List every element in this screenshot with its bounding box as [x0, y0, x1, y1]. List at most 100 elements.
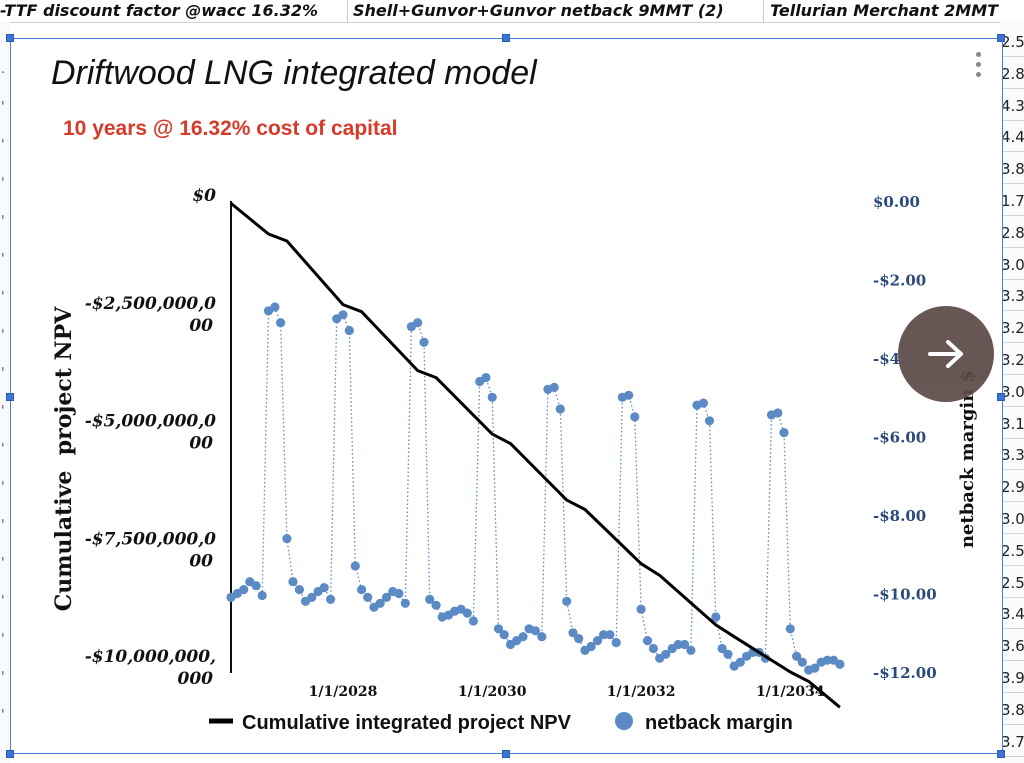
cell-value[interactable]: ' [1, 442, 5, 457]
row-divider [1000, 405, 1024, 407]
cell-value[interactable]: 3.9 [1001, 669, 1024, 687]
netback-point [611, 638, 621, 648]
resize-handle-top[interactable] [502, 34, 510, 42]
netback-point [294, 585, 304, 595]
y-axis-right-title: netback margin $ [957, 370, 978, 548]
resize-handle-left[interactable] [6, 393, 14, 401]
cell-value[interactable]: 2.8 [1001, 223, 1024, 242]
netback-point [549, 382, 559, 392]
cell-value[interactable]: 2.8 [1001, 64, 1024, 83]
cell-value[interactable]: 3.3 [1001, 287, 1024, 306]
netback-point [419, 337, 429, 347]
cell-value[interactable]: ' [1, 556, 5, 571]
cell-value[interactable]: 2.9 [1001, 478, 1024, 497]
cell-value[interactable]: 3.3 [1001, 446, 1024, 465]
netback-point [288, 577, 298, 587]
cell-value[interactable]: 3.4 [1001, 605, 1024, 624]
cell-value[interactable]: 3.8 [1001, 700, 1024, 719]
y-right-tick-label: -$6.00 [873, 429, 926, 447]
cell-value[interactable]: ' [1, 138, 5, 153]
netback-point [555, 404, 565, 414]
netback-point [717, 643, 727, 654]
header-cell-shell-gunvor[interactable]: Shell+Gunvor+Gunvor netback 9MMT (2) [353, 1, 724, 20]
netback-point [636, 604, 646, 614]
netback-point [518, 632, 528, 642]
netback-point [381, 592, 392, 603]
cell-value[interactable]: ' [1, 366, 5, 381]
cell-value[interactable]: . [1, 62, 6, 77]
netback-point [592, 636, 603, 646]
cell-value[interactable]: ' [1, 708, 5, 723]
x-tick-label: 1/1/2032 [607, 684, 676, 700]
cell-value[interactable]: ' [1, 290, 5, 305]
netback-point [704, 416, 715, 426]
cell-value[interactable]: ' [1, 176, 5, 191]
netback-point [773, 408, 783, 418]
cell-value[interactable]: 4.4 [1001, 128, 1024, 147]
cell-value[interactable]: 2.5 [1001, 33, 1024, 51]
netback-point [431, 600, 441, 610]
row-divider [1000, 56, 1024, 57]
cell-value[interactable]: 2.5 [1001, 573, 1024, 592]
row-divider [1000, 564, 1024, 566]
netback-point [276, 318, 286, 328]
cell-value[interactable]: 3.7 [1001, 732, 1024, 751]
netback-point [835, 659, 845, 669]
cell-value[interactable]: 2.5 [1001, 541, 1024, 560]
netback-point [400, 598, 410, 608]
row-divider [1000, 310, 1024, 312]
cell-value[interactable]: 3.0 [1001, 382, 1024, 401]
resize-handle-bottom[interactable] [502, 750, 510, 758]
resize-handle-bottom-right[interactable] [997, 750, 1005, 758]
chart-title: Driftwood LNG integrated model [51, 54, 538, 92]
chart-object[interactable]: Driftwood LNG integrated model 10 years … [10, 38, 1003, 754]
cell-value[interactable]: ' [1, 594, 5, 609]
cell-value[interactable]: 3.2 [1001, 319, 1024, 338]
netback-point [711, 612, 721, 622]
spreadsheet-header-row: -TTF discount factor @wacc 16.32% Shell+… [0, 0, 1024, 23]
header-cell-discount-factor[interactable]: -TTF discount factor @wacc 16.32% [0, 1, 319, 20]
netback-point [822, 655, 832, 665]
resize-handle-top-right[interactable] [997, 34, 1005, 42]
row-divider [1000, 151, 1024, 153]
row-divider [1000, 660, 1024, 662]
resize-handle-right[interactable] [997, 393, 1005, 401]
netback-point [425, 594, 435, 605]
resize-handle-top-left[interactable] [6, 34, 14, 42]
header-cell-tellurian[interactable]: Tellurian Merchant 2MMT [770, 1, 999, 20]
cell-value[interactable]: ' [1, 252, 5, 267]
cell-value[interactable]: 3.2 [1001, 351, 1024, 369]
cell-value[interactable]: 4.3 [1001, 96, 1024, 115]
netback-point [599, 630, 609, 640]
cell-value[interactable]: 3.0 [1001, 510, 1024, 528]
cell-value[interactable]: ' [1, 518, 5, 533]
row-divider [1000, 755, 1024, 757]
cell-value[interactable]: 3.0 [1001, 255, 1024, 274]
y-right-tick-label: -$4 [873, 350, 900, 368]
cell-value[interactable]: ' [1, 632, 5, 647]
y-axis-left-title: Cumulative project NPV [51, 306, 77, 611]
cell-value[interactable]: ' [1, 670, 5, 685]
netback-point [568, 628, 578, 638]
row-divider [1000, 342, 1024, 344]
cell-value[interactable]: 1.7 [1001, 192, 1024, 210]
more-options-icon[interactable] [973, 52, 985, 82]
row-divider [1000, 278, 1024, 280]
cell-value[interactable]: ' [1, 100, 5, 115]
netback-point [326, 594, 336, 605]
netback-point [357, 585, 367, 595]
resize-handle-bottom-left[interactable] [6, 750, 14, 758]
cell-value[interactable]: ' [1, 214, 5, 229]
cell-value[interactable]: 3.6 [1001, 637, 1024, 656]
cell-value[interactable]: ' [1, 480, 5, 495]
next-button[interactable] [898, 306, 994, 402]
netback-point [499, 630, 509, 640]
y-left-tick-label: $0 [192, 186, 216, 206]
netback-point [586, 641, 596, 652]
cell-value[interactable]: ' [1, 404, 5, 419]
cell-value[interactable]: 3.8 [1001, 160, 1024, 179]
cell-value[interactable]: ' [1, 328, 5, 343]
header-divider [347, 0, 348, 22]
netback-point [686, 645, 696, 656]
cell-value[interactable]: 3.1 [1001, 414, 1024, 433]
